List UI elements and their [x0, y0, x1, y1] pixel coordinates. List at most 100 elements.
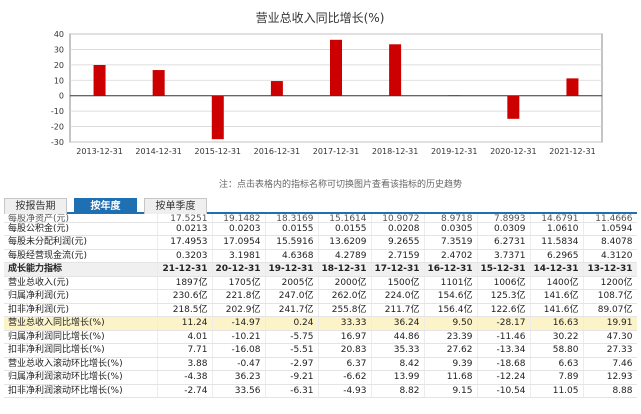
table-cell: 4.6368 — [265, 249, 319, 263]
row-label[interactable]: 归属净利润滚动环比增长(%) — [4, 370, 158, 385]
table-cell: 20.83 — [318, 343, 372, 358]
row-label[interactable]: 归属净利润(元) — [4, 289, 158, 304]
y-tick-label: 40 — [54, 30, 64, 39]
table-cell: 8.82 — [371, 384, 425, 398]
chart-title: 营业总收入同比增长(%) — [256, 11, 385, 25]
column-header: 18-12-31 — [318, 262, 372, 277]
x-tick-label: 2016-12-31 — [254, 147, 301, 156]
table-cell: 8.4078 — [583, 235, 637, 250]
table-cell: -2.74 — [157, 384, 213, 398]
table-row: 每股公积金(元) 0.0213 0.0203 0.0155 0.0155 0.0208 0.… — [4, 222, 637, 236]
table-cell: 9.50 — [424, 316, 478, 331]
table-cell: 14.6791 — [530, 214, 584, 223]
table-cell: 218.5亿 — [157, 303, 213, 317]
table-cell: -4.38 — [157, 370, 213, 385]
table-cell: 241.7亿 — [265, 303, 319, 317]
y-tick-label: -30 — [51, 138, 64, 147]
table-cell: 15.1614 — [318, 214, 372, 223]
row-label[interactable]: 每股净资产(元) — [4, 214, 158, 223]
row-label[interactable]: 扣非净利润同比增长(%) — [4, 343, 158, 358]
y-tick-label: -20 — [51, 123, 64, 132]
table-cell: 19.91 — [583, 316, 637, 331]
table-cell: -5.75 — [265, 330, 319, 344]
table-cell: 7.71 — [157, 343, 213, 358]
chart-area: 营业总收入同比增长(%) 40 30 20 10 0 -10 -20 -30 2013-12-… — [0, 0, 641, 172]
table-row: 归属净利润(元) 230.6亿 221.8亿 247.0亿 262.0亿 224.0亿 15… — [4, 289, 637, 304]
y-tick-label: 0 — [59, 92, 64, 101]
table-cell: 47.30 — [583, 330, 637, 344]
row-label[interactable]: 扣非净利润滚动环比增长(%) — [4, 384, 158, 398]
table-cell: 2000亿 — [318, 276, 372, 290]
x-tick-label: 2017-12-31 — [313, 147, 360, 156]
tab-report-period[interactable]: 按报告期 — [4, 198, 67, 214]
table-cell: 2.4702 — [424, 249, 478, 263]
table-cell: 1705亿 — [212, 276, 266, 290]
y-tick-label: 20 — [54, 61, 64, 70]
bar — [389, 44, 402, 96]
table-cell: 1006亿 — [477, 276, 531, 290]
bar — [330, 39, 342, 96]
x-tick-label: 2021-12-31 — [549, 147, 596, 156]
table-row: 营业总收入滚动环比增长(%) 3.88 -0.47 -2.97 6.37 8.42 9.39… — [4, 357, 637, 371]
x-tick-label: 2019-12-31 — [431, 147, 478, 156]
row-label[interactable]: 每股未分配利润(元) — [4, 235, 158, 250]
table-cell: 6.2965 — [530, 249, 584, 263]
table-cell: 6.37 — [318, 357, 372, 371]
table-cell: 125.3亿 — [477, 289, 531, 304]
row-label[interactable]: 每股经营现金流(元) — [4, 249, 158, 263]
table-cell: -18.68 — [477, 357, 531, 371]
table-cell: -6.62 — [318, 370, 372, 385]
table-cell: 1101亿 — [424, 276, 478, 290]
y-tick-label: 30 — [54, 45, 64, 54]
row-label[interactable]: 扣非净利润(元) — [4, 303, 158, 317]
table-cell: 17.4953 — [157, 235, 213, 250]
table-cell: 108.7亿 — [583, 289, 637, 304]
table-cell: 11.4666 — [583, 214, 637, 223]
table-cell: 221.8亿 — [212, 289, 266, 304]
row-label[interactable]: 营业总收入同比增长(%) — [4, 316, 158, 331]
tab-annual[interactable]: 按年度 — [74, 198, 137, 214]
table-cell: 0.0155 — [265, 222, 319, 236]
table-cell: -14.97 — [212, 316, 266, 331]
table-cell: 230.6亿 — [157, 289, 213, 304]
table-row: 扣非净利润(元) 218.5亿 202.9亿 241.7亿 255.8亿 211.7亿 15… — [4, 303, 637, 317]
table-cell: -16.08 — [212, 343, 266, 358]
table-cell: -12.24 — [477, 370, 531, 385]
table-cell: -6.31 — [265, 384, 319, 398]
table-cell: 1897亿 — [157, 276, 213, 290]
table-cell: 0.0309 — [477, 222, 531, 236]
row-label[interactable]: 营业总收入滚动环比增长(%) — [4, 357, 158, 371]
table-cell: 8.88 — [583, 384, 637, 398]
table-cell: 58.80 — [530, 343, 584, 358]
table-cell: 23.39 — [424, 330, 478, 344]
table-row: 营业总收入(元) 1897亿 1705亿 2005亿 2000亿 1500亿 1101亿 10… — [4, 276, 637, 290]
column-header: 17-12-31 — [371, 262, 425, 277]
row-label[interactable]: 每股公积金(元) — [4, 222, 158, 236]
table-cell: 224.0亿 — [371, 289, 425, 304]
chart-note: 注：点击表格内的指标名称可切换图片查看该指标的历史趋势 — [218, 180, 462, 190]
row-label[interactable]: 营业总收入(元) — [4, 276, 158, 290]
table-cell: 141.6亿 — [530, 303, 584, 317]
table-cell: 10.9072 — [371, 214, 425, 223]
bar — [93, 64, 106, 96]
table-row: 成长能力指标 21-12-31 20-12-31 19-12-31 18-12-31 17… — [4, 262, 637, 277]
y-tick-label: -10 — [51, 107, 64, 116]
tab-quarterly[interactable]: 按单季度 — [144, 198, 207, 214]
table-cell: 11.24 — [157, 316, 213, 331]
y-axis-ticks: 40 30 20 10 0 -10 -20 -30 — [51, 30, 64, 147]
table-cell: 1200亿 — [583, 276, 637, 290]
table-cell: 9.39 — [424, 357, 478, 371]
table-cell: 6.63 — [530, 357, 584, 371]
table-cell: 17.5251 — [157, 214, 213, 223]
column-header: 16-12-31 — [424, 262, 478, 277]
table-cell: 7.8993 — [477, 214, 531, 223]
row-label[interactable]: 归属净利润同比增长(%) — [4, 330, 158, 344]
table-cell: 35.33 — [371, 343, 425, 358]
table-cell: 0.24 — [265, 316, 319, 331]
table-cell: -5.51 — [265, 343, 319, 358]
x-tick-label: 2018-12-31 — [372, 147, 419, 156]
table-cell: 1.0610 — [530, 222, 584, 236]
table-cell: 33.56 — [212, 384, 266, 398]
column-header: 20-12-31 — [212, 262, 266, 277]
table-cell: 7.46 — [583, 357, 637, 371]
